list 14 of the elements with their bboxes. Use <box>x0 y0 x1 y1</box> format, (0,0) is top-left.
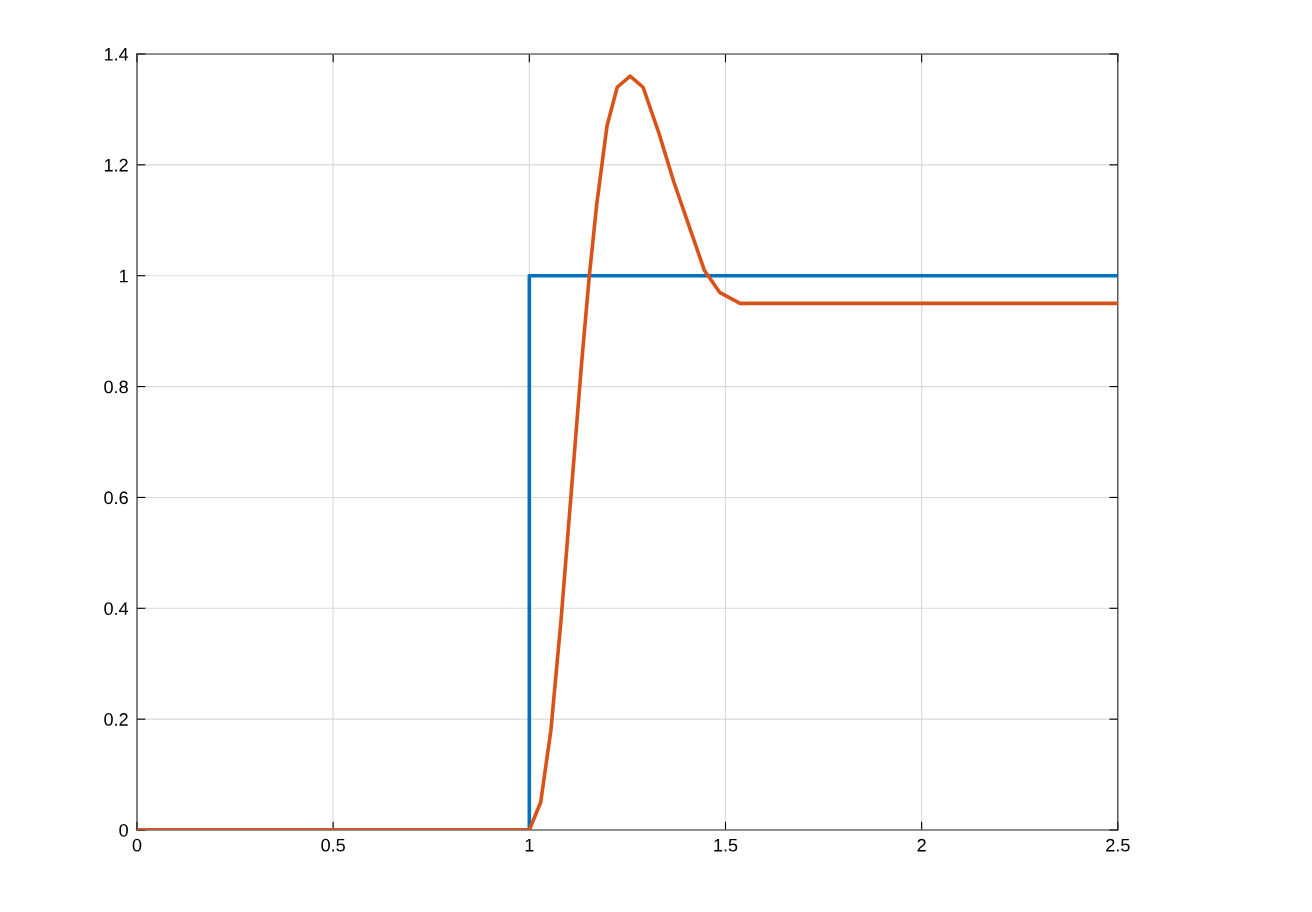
y-tick-label: 0.4 <box>104 602 129 616</box>
y-tick-label: 0.8 <box>104 380 128 394</box>
x-tick-label: 2 <box>917 838 926 852</box>
y-tick-label: 1.4 <box>104 48 129 61</box>
y-tick-label: 0.6 <box>104 491 128 505</box>
x-tick-label: 1 <box>525 839 534 852</box>
x-tick-label: 0.5 <box>321 838 345 852</box>
y-tick-label: 0.2 <box>104 713 128 726</box>
y-tick-label: 1 <box>119 269 128 283</box>
y-tick-label: 1.2 <box>104 158 128 172</box>
x-tick-label: 0 <box>132 838 142 852</box>
x-tick-label: 2.5 <box>1106 838 1130 852</box>
x-tick-label: 1.5 <box>714 839 738 852</box>
y-tick-label: 0 <box>119 823 128 837</box>
